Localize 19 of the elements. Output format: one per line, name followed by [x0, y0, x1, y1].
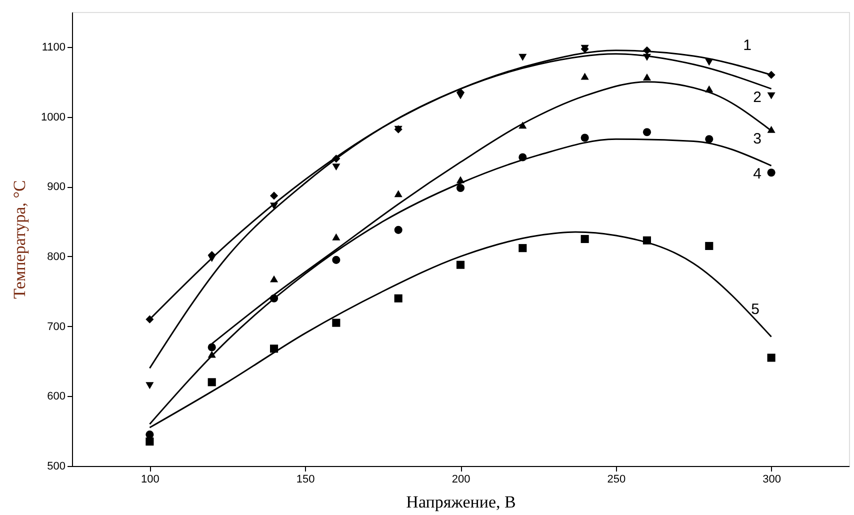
annotation: 5: [751, 300, 760, 318]
x-tick-label: 150: [296, 474, 315, 486]
annotation: 4: [753, 166, 762, 183]
x-tick-label: 200: [452, 474, 470, 486]
y-tick-label: 800: [47, 250, 66, 263]
annotation: 1: [743, 36, 752, 54]
y-tick-label: 500: [47, 460, 66, 472]
x-tick-label: 300: [762, 474, 781, 486]
x-axis-title: Напряжение, В: [406, 492, 516, 512]
y-axis-title: Температура, °C: [10, 180, 30, 299]
x-tick-label: 250: [607, 474, 626, 486]
x-tick-label: 100: [141, 474, 160, 486]
y-tick-label: 1100: [42, 41, 66, 54]
y-tick-label: 1000: [41, 111, 66, 124]
y-tick-label: 900: [47, 181, 66, 194]
annotation: 3: [753, 130, 762, 148]
y-tick-label: 700: [47, 320, 66, 333]
annotation: 2: [753, 88, 762, 106]
y-tick-label: 600: [47, 390, 66, 403]
